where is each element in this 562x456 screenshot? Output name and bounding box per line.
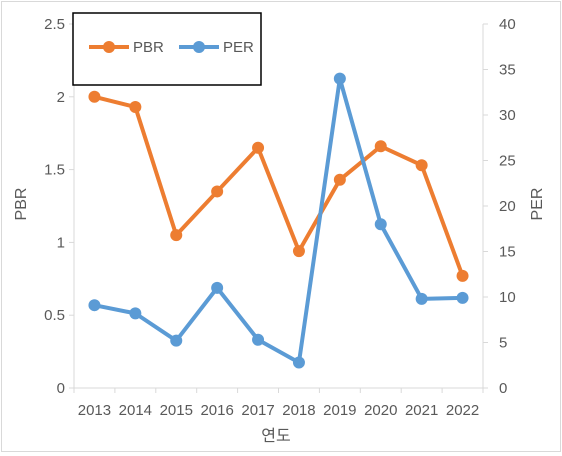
line-chart: 0 0.5 1 1.5 2 2.5 0 5 10 15 20 25 30 35 40 2013 2014 2015… [13, 12, 546, 445]
y-tick-label-left: 0 [57, 380, 65, 397]
data-point-pbr [170, 229, 183, 242]
y-tick-label-left: 1 [57, 234, 65, 251]
series-line-per [94, 76, 463, 365]
x-tick-label: 2022 [446, 402, 479, 419]
y-tick-label-right: 20 [499, 198, 516, 215]
x-tick-label: 2013 [78, 402, 111, 419]
legend-marker-pbr [103, 41, 115, 53]
y-tick-label-right: 10 [499, 289, 516, 306]
data-point-pbr [129, 100, 142, 113]
data-point-pbr [88, 90, 101, 103]
data-point-pbr [211, 185, 224, 198]
y-tick-label-left: 2 [57, 89, 65, 106]
data-point-pbr [252, 141, 265, 154]
legend-label-per: PER [223, 39, 254, 56]
data-point-pbr [333, 173, 346, 186]
y-axis-title-left: PBR [13, 188, 30, 221]
y-tick-label-right: 25 [499, 153, 516, 170]
x-tick-label: 2021 [405, 402, 438, 419]
y-tick-label-left: 2.5 [44, 16, 65, 33]
data-point-pbr [374, 140, 387, 153]
y-tick-label-right: 5 [499, 335, 507, 352]
data-point-per [211, 281, 224, 294]
legend-label-pbr: PBR [133, 39, 164, 56]
y-tick-label-left: 1.5 [44, 162, 65, 179]
x-tick-label: 2016 [200, 402, 233, 419]
y-tick-label-right: 0 [499, 380, 507, 397]
y-tick-label-right: 40 [499, 16, 516, 33]
data-point-per [415, 292, 428, 305]
legend-marker-per [193, 41, 205, 53]
y-tick-label-left: 0.5 [44, 307, 65, 324]
y-tick-label-right: 35 [499, 62, 516, 79]
data-point-per [292, 356, 305, 369]
data-point-per [333, 72, 346, 85]
data-point-per [88, 299, 101, 312]
legend: PBR PER [72, 12, 262, 86]
x-tick-label: 2015 [160, 402, 193, 419]
series-layer [88, 72, 469, 369]
x-tick-label: 2017 [241, 402, 274, 419]
y-tick-label-right: 30 [499, 107, 516, 124]
data-point-pbr [415, 159, 428, 172]
data-point-per [252, 333, 265, 346]
y-tick-label-right: 15 [499, 244, 516, 261]
data-point-pbr [292, 245, 305, 258]
data-point-per [129, 307, 142, 320]
data-point-pbr [456, 269, 469, 282]
x-tick-label: 2014 [119, 402, 152, 419]
x-tick-label: 2020 [364, 402, 397, 419]
x-axis-title: 연도 [261, 427, 290, 445]
axes: 0 0.5 1 1.5 2 2.5 0 5 10 15 20 25 30 35 40 2013 2014 2015… [44, 16, 516, 419]
data-point-per [374, 218, 387, 231]
data-point-per [170, 334, 183, 347]
series-line-pbr [93, 94, 465, 277]
data-point-per [456, 291, 469, 304]
y-axis-title-right: PER [529, 188, 546, 221]
x-tick-label: 2019 [323, 402, 356, 419]
x-tick-label: 2018 [282, 402, 315, 419]
